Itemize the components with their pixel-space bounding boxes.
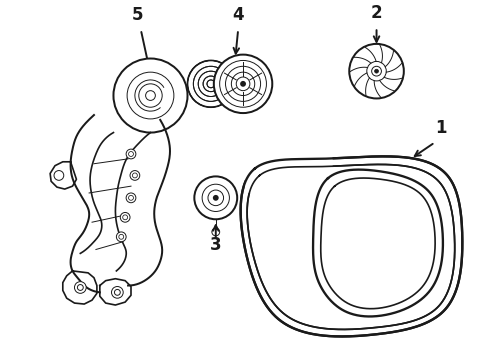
- Text: 1: 1: [435, 120, 446, 138]
- Polygon shape: [313, 170, 443, 316]
- Circle shape: [74, 282, 86, 293]
- Circle shape: [195, 176, 237, 219]
- Circle shape: [120, 212, 130, 222]
- FancyBboxPatch shape: [245, 154, 333, 193]
- Text: 4: 4: [232, 6, 244, 24]
- Polygon shape: [247, 165, 455, 329]
- Circle shape: [126, 193, 136, 203]
- Text: 2: 2: [371, 4, 382, 22]
- Circle shape: [214, 55, 272, 113]
- Circle shape: [112, 287, 123, 298]
- Circle shape: [240, 81, 246, 87]
- Circle shape: [126, 149, 136, 159]
- Circle shape: [213, 195, 219, 201]
- Circle shape: [114, 59, 188, 132]
- Circle shape: [54, 171, 64, 180]
- Circle shape: [117, 232, 126, 242]
- Circle shape: [130, 171, 140, 180]
- Text: 5: 5: [132, 6, 144, 24]
- Circle shape: [146, 91, 155, 100]
- Circle shape: [188, 60, 234, 107]
- Circle shape: [374, 69, 378, 73]
- Text: 3: 3: [210, 237, 221, 255]
